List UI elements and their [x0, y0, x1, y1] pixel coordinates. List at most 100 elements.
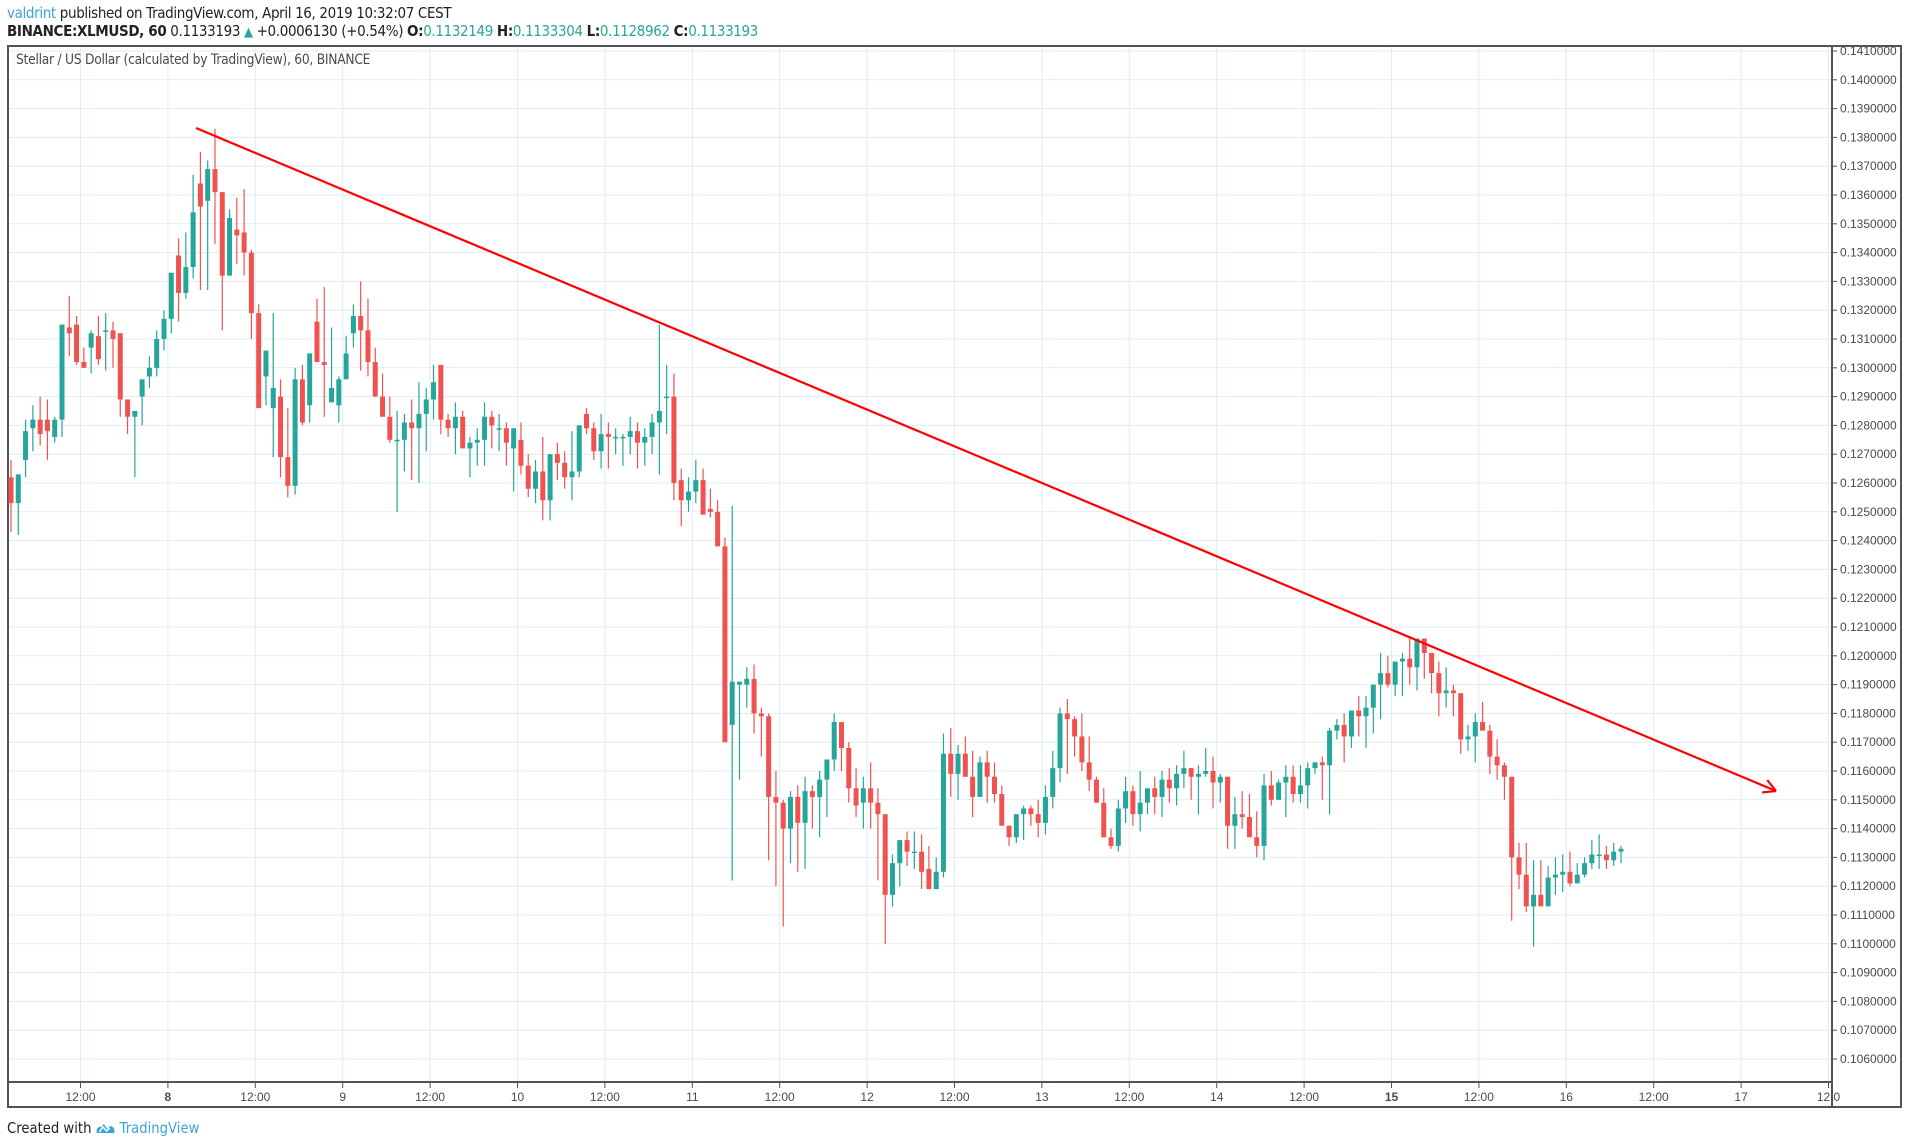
candle-up[interactable] [183, 267, 189, 293]
candle-up[interactable] [52, 419, 58, 437]
candle-down[interactable] [853, 788, 859, 806]
candle-up[interactable] [394, 439, 400, 442]
candle-down[interactable] [117, 333, 123, 400]
tradingview-link[interactable]: TradingView [119, 1119, 200, 1137]
candle-up[interactable] [831, 722, 837, 760]
candle-down[interactable] [1385, 673, 1391, 685]
candle-up[interactable] [1181, 768, 1187, 774]
candle-down[interactable] [795, 796, 801, 823]
candle-down[interactable] [984, 762, 990, 777]
candle-down[interactable] [197, 183, 203, 207]
candle-down[interactable] [970, 776, 976, 797]
candle-down[interactable] [919, 851, 925, 872]
candle-down[interactable] [489, 416, 495, 426]
candle-down[interactable] [1429, 652, 1435, 674]
candle-up[interactable] [474, 439, 480, 443]
candle-up[interactable] [431, 382, 437, 400]
candle-up[interactable] [416, 413, 422, 429]
candle-up[interactable] [1261, 785, 1267, 846]
candle-up[interactable] [270, 387, 276, 409]
candle-up[interactable] [1370, 684, 1376, 708]
candle-down[interactable] [285, 457, 291, 486]
candle-down[interactable] [1523, 874, 1529, 907]
candle-down[interactable] [751, 678, 757, 714]
candle-up[interactable] [88, 333, 94, 348]
candle-down[interactable] [1072, 719, 1078, 737]
candle-up[interactable] [154, 339, 160, 368]
candle-up[interactable] [1414, 638, 1420, 668]
candle-up[interactable] [1552, 874, 1558, 878]
candle-up[interactable] [1232, 814, 1238, 826]
candle-down[interactable] [1166, 779, 1172, 789]
candle-down[interactable] [962, 753, 968, 777]
candle-up[interactable] [23, 431, 29, 460]
candle-down[interactable] [773, 796, 779, 803]
candle-up[interactable] [452, 416, 458, 429]
candle-down[interactable] [278, 396, 284, 458]
candle-up[interactable] [1276, 782, 1282, 800]
candle-up[interactable] [132, 411, 138, 417]
candle-up[interactable] [1545, 877, 1551, 907]
candle-up[interactable] [1327, 730, 1333, 766]
candle-up[interactable] [1283, 776, 1289, 783]
candle-up[interactable] [343, 353, 349, 380]
candle-down[interactable] [438, 364, 444, 420]
candle-down[interactable] [1006, 825, 1012, 838]
candle-up[interactable] [146, 367, 152, 377]
candle-up[interactable] [802, 791, 808, 823]
candle-up[interactable] [627, 431, 633, 437]
candle-up[interactable] [1618, 848, 1624, 852]
candle-up[interactable] [467, 442, 473, 449]
candle-up[interactable] [15, 474, 21, 504]
candle-up[interactable] [139, 379, 145, 397]
candle-down[interactable] [314, 321, 320, 363]
candle-up[interactable] [401, 422, 407, 440]
candle-down[interactable] [409, 422, 415, 429]
candle-up[interactable] [1348, 710, 1354, 737]
candle-down[interactable] [525, 465, 531, 489]
candle-up[interactable] [227, 218, 233, 276]
candle-down[interactable] [445, 419, 451, 429]
candle-up[interactable] [649, 422, 655, 437]
candle-down[interactable] [1079, 736, 1085, 763]
candle-down[interactable] [74, 324, 80, 363]
candle-down[interactable] [1246, 817, 1252, 838]
candle-down[interactable] [219, 192, 225, 276]
candle-up[interactable] [911, 851, 917, 854]
candle-down[interactable] [1538, 894, 1544, 907]
candle-down[interactable] [1028, 808, 1034, 815]
candle-up[interactable] [1203, 771, 1209, 774]
candle-down[interactable] [125, 399, 131, 417]
candle-up[interactable] [729, 681, 735, 725]
candle-up[interactable] [955, 753, 961, 774]
candle-up[interactable] [1115, 808, 1121, 846]
candle-up[interactable] [1465, 736, 1471, 740]
candle-up[interactable] [1195, 773, 1201, 777]
candle-up[interactable] [350, 315, 356, 334]
candle-up[interactable] [897, 840, 903, 864]
candle-down[interactable] [44, 419, 50, 432]
candle-up[interactable] [547, 454, 553, 501]
candle-up[interactable] [533, 471, 539, 489]
candle-down[interactable] [707, 508, 713, 512]
candle-up[interactable] [1392, 661, 1398, 685]
candle-down[interactable] [299, 379, 305, 423]
candle-down[interactable] [722, 546, 728, 743]
candle-down[interactable] [176, 255, 182, 293]
candle-up[interactable] [496, 428, 502, 430]
candle-up[interactable] [977, 762, 983, 797]
candle-up[interactable] [787, 796, 793, 829]
candle-up[interactable] [30, 419, 36, 429]
candle-down[interactable] [635, 431, 641, 443]
candle-up[interactable] [161, 318, 167, 339]
candle-up[interactable] [642, 436, 648, 443]
candle-up[interactable] [511, 428, 517, 449]
candle-down[interactable] [700, 480, 706, 515]
candle-up[interactable] [1363, 707, 1369, 717]
candle-up[interactable] [1378, 673, 1384, 685]
candle-up[interactable] [1144, 788, 1150, 803]
candle-up[interactable] [1137, 802, 1143, 815]
candle-down[interactable] [37, 419, 43, 435]
candle-down[interactable] [882, 814, 888, 895]
candle-up[interactable] [1021, 808, 1027, 815]
